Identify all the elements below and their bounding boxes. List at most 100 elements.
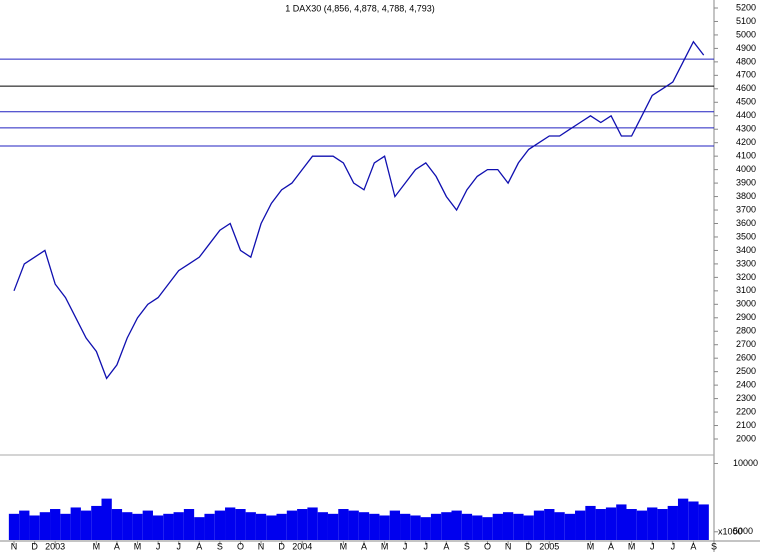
volume-bar bbox=[379, 515, 390, 540]
volume-bar bbox=[39, 512, 51, 540]
x-tick-label: 2005 bbox=[539, 541, 559, 551]
volume-bar bbox=[163, 513, 174, 540]
y-tick-label: 3200 bbox=[736, 272, 756, 282]
y-tick-label: 4800 bbox=[736, 56, 756, 66]
y-tick-label: 5000 bbox=[736, 29, 756, 39]
volume-bar bbox=[647, 507, 658, 540]
y-tick-label: 4600 bbox=[736, 83, 756, 93]
volume-bar bbox=[8, 513, 20, 540]
x-tick-label: A bbox=[196, 541, 202, 551]
volume-bar bbox=[338, 509, 349, 540]
volume-bar bbox=[358, 512, 370, 540]
y-tick-label: 2100 bbox=[736, 420, 756, 430]
volume-bar bbox=[235, 509, 246, 540]
volume-bar bbox=[513, 513, 524, 540]
volume-bar bbox=[173, 512, 184, 540]
y-tick-label: 2900 bbox=[736, 312, 756, 322]
volume-bar bbox=[544, 509, 555, 540]
x-tick-label: M bbox=[340, 541, 348, 551]
volume-bar bbox=[400, 513, 411, 540]
volume-bar bbox=[80, 510, 92, 540]
x-tick-label: N bbox=[258, 541, 265, 551]
volume-bar bbox=[348, 510, 359, 540]
y-tick-label: 2400 bbox=[736, 380, 756, 390]
x-tick-label: J bbox=[176, 541, 181, 551]
volume-bar bbox=[245, 512, 256, 540]
volume-bar bbox=[111, 509, 123, 540]
y-tick-label: 4100 bbox=[736, 151, 756, 161]
x-tick-label: S bbox=[711, 541, 717, 551]
volume-bar bbox=[307, 507, 318, 540]
volume-bar bbox=[297, 509, 308, 540]
y-tick-label: 3600 bbox=[736, 218, 756, 228]
x-tick-label: J bbox=[156, 541, 161, 551]
volume-bar bbox=[50, 509, 61, 540]
x-tick-label: J bbox=[671, 541, 676, 551]
x-tick-label: D bbox=[31, 541, 38, 551]
volume-bar bbox=[616, 504, 627, 540]
volume-bar bbox=[327, 513, 339, 540]
volume-bar bbox=[132, 513, 143, 540]
volume-unit: x1000 bbox=[718, 526, 743, 536]
y-tick-label: 4500 bbox=[736, 97, 756, 107]
volume-bar bbox=[502, 512, 514, 540]
volume-bar bbox=[286, 510, 298, 540]
x-tick-label: J bbox=[424, 541, 429, 551]
volume-bar bbox=[214, 510, 226, 540]
y-tick-label: 2000 bbox=[736, 433, 756, 443]
y-tick-label: 4300 bbox=[736, 124, 756, 134]
y-tick-label: 3800 bbox=[736, 191, 756, 201]
volume-bar bbox=[482, 517, 493, 540]
volume-bar bbox=[595, 509, 606, 540]
x-tick-label: A bbox=[608, 541, 614, 551]
volume-bar bbox=[688, 501, 699, 540]
y-tick-label: 4700 bbox=[736, 70, 756, 80]
volume-bar bbox=[183, 509, 195, 540]
volume-bar bbox=[389, 510, 401, 540]
volume-bar bbox=[266, 515, 277, 540]
volume-bar bbox=[677, 498, 689, 540]
volume-bar bbox=[564, 513, 576, 540]
y-tick-label: 5200 bbox=[736, 2, 756, 12]
x-tick-label: J bbox=[403, 541, 408, 551]
volume-bar bbox=[451, 510, 462, 540]
y-tick-label: 4900 bbox=[736, 43, 756, 53]
volume-bar bbox=[101, 498, 112, 540]
volume-bar bbox=[657, 509, 668, 540]
volume-bar bbox=[410, 515, 421, 540]
volume-bar bbox=[698, 504, 709, 540]
volume-bar bbox=[492, 513, 503, 540]
volume-bar bbox=[575, 510, 586, 540]
y-tick-label: 4200 bbox=[736, 137, 756, 147]
price-line bbox=[13, 40, 705, 380]
y2-tick-label: 10000 bbox=[733, 458, 758, 468]
volume-bar bbox=[605, 507, 617, 540]
volume-bar bbox=[60, 513, 71, 540]
y-tick-label: 2500 bbox=[736, 366, 756, 376]
y2-tick-label: 5000 bbox=[733, 526, 753, 536]
y-tick-label: 2300 bbox=[736, 393, 756, 403]
x-tick-label: J bbox=[650, 541, 655, 551]
volume-bar bbox=[91, 505, 102, 540]
volume-bar bbox=[626, 509, 637, 540]
y-tick-label: 5100 bbox=[736, 16, 756, 26]
volume-bar bbox=[194, 517, 205, 540]
volume-bar bbox=[152, 515, 164, 540]
volume-bar bbox=[204, 513, 215, 540]
y-tick-label: 2700 bbox=[736, 339, 756, 349]
chart-title: 1 DAX30 (4,856, 4,878, 4,788, 4,793) bbox=[285, 3, 435, 13]
x-tick-label: D bbox=[525, 541, 532, 551]
x-tick-label: A bbox=[361, 541, 367, 551]
volume-bar bbox=[533, 510, 545, 540]
y-tick-label: 3500 bbox=[736, 231, 756, 241]
y-tick-label: 3900 bbox=[736, 177, 756, 187]
x-tick-label: O bbox=[484, 541, 491, 551]
volume-bar bbox=[441, 512, 452, 540]
volume-bar bbox=[667, 505, 678, 540]
volume-bar bbox=[317, 512, 328, 540]
volume-bar bbox=[142, 510, 153, 540]
volume-bar bbox=[472, 515, 483, 540]
y-tick-label: 2800 bbox=[736, 326, 756, 336]
